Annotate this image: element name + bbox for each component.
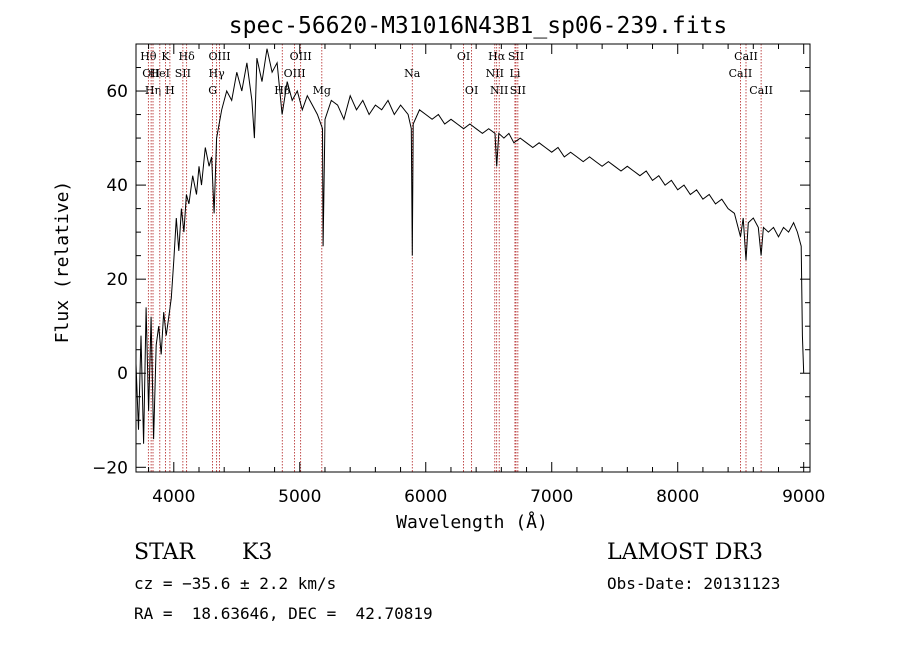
marker-label-3: HeI xyxy=(150,67,170,80)
marker-label-17: OI xyxy=(465,84,478,97)
x-tick-label-0: 4000 xyxy=(152,487,195,507)
plot-frame xyxy=(135,43,811,473)
coordinates: RA = 18.63646, DEC = 42.70819 xyxy=(134,604,433,623)
marker-label-0: Hθ xyxy=(140,50,157,63)
x-tick-label-1: 5000 xyxy=(278,487,321,507)
tick-labels: 4000 5000 6000 7000 8000 9000 −20 0 20 40 60 xyxy=(92,82,825,507)
marker-label-7: Hδ xyxy=(179,50,196,63)
y-tick-label-1: 0 xyxy=(117,364,128,384)
marker-label-14: Mg xyxy=(313,84,331,97)
obs-date: Obs-Date: 20131123 xyxy=(607,574,781,593)
marker-label-20: NII xyxy=(490,84,508,97)
x-tick-label-3: 7000 xyxy=(530,487,573,507)
marker-label-23: SII xyxy=(510,84,526,97)
object-class: STAR xyxy=(134,540,195,565)
marker-label-6: SII xyxy=(175,67,191,80)
marker-label-16: OI xyxy=(457,50,470,63)
marker-label-19: Hα xyxy=(488,50,506,63)
marker-label-1: OII xyxy=(142,67,160,80)
survey-name: LAMOST DR3 xyxy=(607,540,763,565)
object-subclass: K3 xyxy=(242,540,273,565)
axis-ticks xyxy=(136,43,810,472)
marker-label-24: CaII xyxy=(729,67,753,80)
marker-label-8: G xyxy=(208,84,217,97)
marker-label-21: Li xyxy=(510,67,521,80)
cz-value: cz = −35.6 ± 2.2 km/s xyxy=(134,574,337,593)
y-tick-label-3: 40 xyxy=(106,176,128,196)
marker-label-10: OIII xyxy=(208,50,230,63)
marker-label-9: Hγ xyxy=(209,67,226,80)
y-tick-label-4: 60 xyxy=(106,82,128,102)
spectrum-chart: spec-56620-M31016N43B1_sp06-239.fits Hθ O… xyxy=(52,13,825,533)
marker-label-12: OIII xyxy=(284,67,306,80)
y-axis-label: Flux (relative) xyxy=(52,181,73,344)
x-tick-label-4: 8000 xyxy=(656,487,699,507)
chart-title: spec-56620-M31016N43B1_sp06-239.fits xyxy=(229,13,728,39)
marker-label-2: Hη xyxy=(145,84,161,97)
marker-label-15: Na xyxy=(404,67,421,80)
marker-label-5: H xyxy=(165,84,175,97)
marker-label-13: OIII xyxy=(290,50,312,63)
x-tick-label-2: 6000 xyxy=(404,487,447,507)
spectral-line-markers: HθOIIHηHeIKHSIIHδGHγOIIIHβOIIIOIIIMgNaOI… xyxy=(140,44,773,472)
marker-label-26: CaII xyxy=(749,84,773,97)
x-axis-label: Wavelength (Å) xyxy=(396,511,548,533)
y-tick-label-0: −20 xyxy=(92,458,128,478)
marker-label-25: CaII xyxy=(734,50,758,63)
marker-label-22: SII xyxy=(508,50,524,63)
x-tick-label-5: 9000 xyxy=(782,487,825,507)
spectrum-line xyxy=(135,48,805,444)
marker-label-18: NII xyxy=(486,67,504,80)
marker-label-4: K xyxy=(161,50,170,63)
y-tick-label-2: 20 xyxy=(106,270,128,290)
